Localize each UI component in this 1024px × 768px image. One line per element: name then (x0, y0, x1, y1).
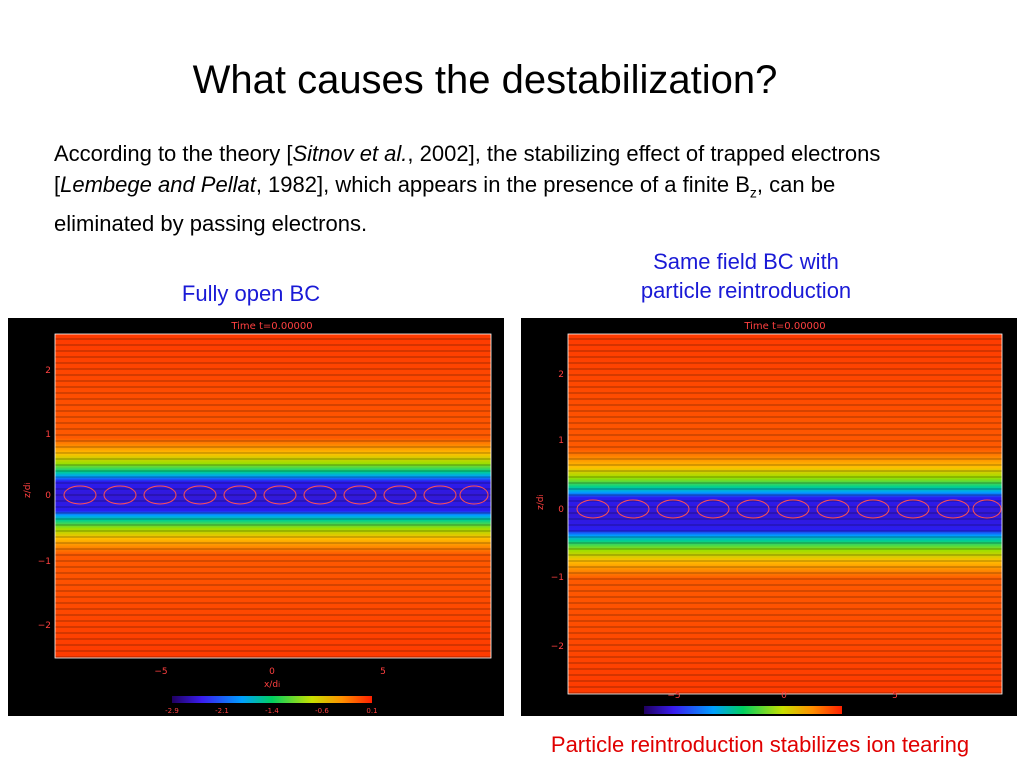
right-colorbar (644, 706, 842, 714)
left-simulation-plot: Time t=0.00000 2 1 0 −1 −2 z/di −5 0 5 x… (8, 318, 504, 716)
slide-caption: Particle reintroduction stabilizes ion t… (550, 732, 970, 757)
left-ytick: 2 (45, 366, 51, 376)
right-label-line1: Same field BC with (653, 249, 839, 274)
right-plot-frame (567, 333, 1003, 695)
right-ytick: −1 (551, 573, 564, 583)
left-colorbar-tick: -2.9 (165, 707, 179, 715)
right-contour-lines (568, 334, 1002, 694)
right-ylabel: z/di (536, 495, 546, 510)
right-xtick: 0 (781, 691, 787, 701)
right-island-contours (576, 499, 1002, 519)
slide-title: What causes the destabilization? (192, 58, 778, 102)
left-ylabel: z/di (23, 483, 33, 498)
citation-lembege: Lembege and Pellat (60, 172, 256, 197)
right-label-line2: particle reintroduction (640, 278, 852, 303)
right-xtick: 5 (892, 691, 898, 701)
left-ytick: 0 (45, 491, 51, 501)
right-ytick: 0 (558, 505, 564, 515)
left-colorbar-tick: -0.6 (315, 707, 329, 715)
para-text-2: , 2002], the stabilizing effect of trapp… (54, 141, 881, 197)
left-xtick: 5 (380, 667, 386, 677)
left-contour-lines (55, 334, 491, 658)
left-ytick: −2 (38, 621, 51, 631)
left-plot-frame (54, 333, 492, 659)
right-xtick: −5 (667, 691, 680, 701)
left-colorbar-tick: -2.1 (215, 707, 229, 715)
para-text-1: According to the theory [ (54, 141, 293, 166)
bz-subscript: z (749, 184, 757, 201)
left-ytick: 1 (45, 430, 51, 440)
right-ytick: −2 (551, 642, 564, 652)
left-colorbar (172, 696, 372, 703)
left-xlabel: x/di (264, 680, 280, 690)
right-panel-label: Same field BC with particle reintroducti… (596, 247, 896, 305)
para-text-4: , can be eliminated by passing electrons… (54, 172, 836, 237)
right-ytick: 2 (558, 370, 564, 380)
body-paragraph: According to the theory [Sitnov et al., … (54, 138, 934, 239)
left-xtick: −5 (154, 667, 167, 677)
left-colorbar-tick: -1.4 (265, 707, 279, 715)
left-colorbar-tick: 0.1 (366, 707, 377, 715)
right-simulation-plot: Time t=0.00000 2 1 0 −1 −2 z/di −5 0 5 (521, 318, 1017, 716)
right-ytick: 1 (558, 436, 564, 446)
left-island-contours (63, 485, 489, 505)
left-plot-svg: Time t=0.00000 2 1 0 −1 −2 z/di −5 0 5 x… (23, 321, 492, 715)
left-xtick: 0 (269, 667, 275, 677)
left-panel-label: Fully open BC (181, 281, 321, 306)
left-ytick: −1 (38, 557, 51, 567)
left-time-label: Time t=0.00000 (230, 321, 312, 332)
citation-sitnov: Sitnov et al. (292, 141, 408, 166)
right-plot-svg: Time t=0.00000 2 1 0 −1 −2 z/di −5 0 5 (536, 321, 1003, 714)
para-text-3: , 1982], which appears in the presence o… (255, 172, 750, 197)
right-time-label: Time t=0.00000 (743, 321, 825, 332)
